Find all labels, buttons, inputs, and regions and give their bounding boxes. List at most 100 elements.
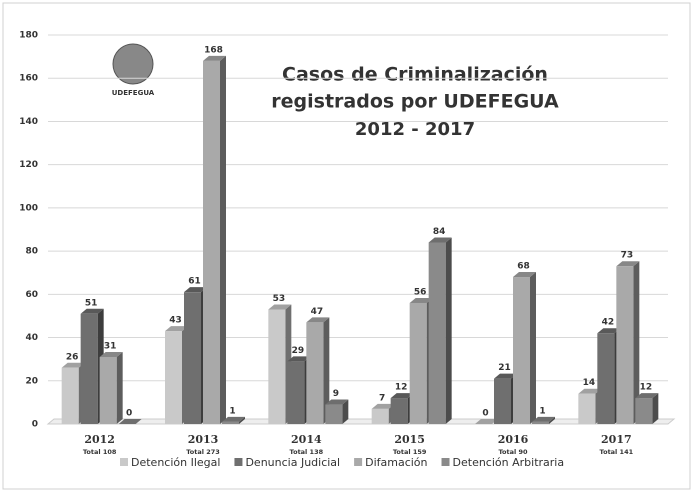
data-label: 68 bbox=[517, 262, 530, 272]
bar bbox=[513, 272, 536, 424]
bar-front bbox=[532, 421, 549, 424]
data-label: 21 bbox=[498, 363, 511, 373]
data-label: 0 bbox=[482, 409, 488, 419]
legend-swatch bbox=[120, 458, 128, 466]
y-tick-label: 60 bbox=[25, 290, 38, 300]
x-tick-sublabel: Total 273 bbox=[186, 448, 220, 456]
bar-top bbox=[287, 356, 311, 362]
x-tick-sublabel: Total 159 bbox=[393, 448, 427, 456]
logo-emblem bbox=[112, 43, 154, 85]
bar-top bbox=[578, 388, 602, 394]
chart-title: registrados por UDEFEGUA bbox=[271, 91, 559, 113]
bar-front bbox=[635, 398, 653, 424]
data-label: 43 bbox=[169, 316, 182, 326]
bar-side bbox=[323, 317, 330, 424]
x-tick-label: 2016 bbox=[498, 433, 529, 446]
bar-side bbox=[342, 399, 349, 424]
bar bbox=[428, 237, 452, 424]
bar-side bbox=[652, 393, 659, 424]
bar-front bbox=[325, 404, 343, 424]
bar bbox=[371, 403, 395, 424]
bar-front bbox=[268, 309, 286, 424]
bar-front bbox=[390, 398, 408, 424]
y-tick-label: 120 bbox=[19, 160, 38, 170]
bar-top bbox=[222, 416, 245, 422]
bar-top bbox=[306, 317, 330, 323]
bar-top bbox=[475, 419, 498, 424]
data-label: 42 bbox=[602, 318, 615, 328]
legend-label: Difamación bbox=[365, 456, 427, 469]
bar bbox=[99, 352, 123, 424]
y-tick-label: 0 bbox=[32, 420, 38, 430]
bar-side bbox=[549, 416, 555, 424]
x-tick-sublabel: Total 141 bbox=[600, 448, 634, 456]
bar-top bbox=[80, 308, 104, 314]
x-tick-sublabel: Total 108 bbox=[83, 448, 117, 456]
bar-top bbox=[513, 272, 536, 278]
bar-side bbox=[116, 352, 123, 424]
y-tick-label: 100 bbox=[19, 203, 38, 213]
x-tick-label: 2012 bbox=[84, 433, 115, 446]
bar-front bbox=[99, 357, 117, 424]
bar bbox=[325, 399, 349, 424]
bar-top bbox=[532, 416, 555, 422]
bar-front bbox=[371, 408, 389, 424]
bar-front bbox=[494, 378, 511, 424]
bar-side bbox=[445, 237, 452, 424]
data-label: 53 bbox=[273, 294, 286, 304]
bar-front bbox=[616, 266, 634, 424]
bar-top bbox=[494, 373, 517, 379]
data-label: 7 bbox=[379, 393, 385, 403]
bar-top bbox=[184, 287, 207, 293]
data-label: 31 bbox=[104, 342, 117, 352]
bar bbox=[118, 419, 142, 424]
data-label: 12 bbox=[640, 383, 653, 393]
x-tick-sublabel: Total 90 bbox=[498, 448, 528, 456]
y-tick-label: 80 bbox=[25, 247, 38, 257]
bar-top bbox=[118, 419, 142, 424]
bar-top bbox=[616, 261, 640, 267]
x-tick-label: 2015 bbox=[394, 433, 425, 446]
bar-side bbox=[220, 55, 226, 424]
legend-label: Detención Arbitraria bbox=[453, 456, 565, 469]
x-tick-sublabel: Total 138 bbox=[290, 448, 324, 456]
legend-swatch bbox=[234, 458, 243, 466]
bar-side bbox=[530, 272, 536, 424]
data-label: 84 bbox=[433, 227, 446, 237]
logo: UDEFEGUA bbox=[112, 43, 155, 97]
x-tick-label: 2013 bbox=[188, 433, 219, 446]
bar bbox=[306, 317, 330, 424]
bar-top bbox=[371, 403, 395, 409]
data-label: 9 bbox=[333, 389, 339, 399]
data-label: 0 bbox=[126, 409, 132, 419]
chart-title: Casos de Criminalización bbox=[282, 64, 548, 86]
bar-side bbox=[633, 261, 640, 424]
x-tick-label: 2017 bbox=[601, 433, 632, 446]
bar-top bbox=[268, 304, 292, 310]
bar-front bbox=[61, 367, 79, 424]
y-tick-label: 140 bbox=[19, 117, 38, 127]
y-tick-label: 40 bbox=[25, 333, 38, 343]
y-tick-label: 160 bbox=[19, 74, 38, 84]
bar-side bbox=[239, 416, 245, 424]
bar-front bbox=[165, 331, 182, 424]
bar-front bbox=[578, 393, 596, 424]
bar-top bbox=[61, 362, 85, 368]
data-label: 14 bbox=[583, 378, 596, 388]
bar-top bbox=[99, 352, 123, 358]
legend-swatch bbox=[354, 458, 363, 466]
legend-swatch bbox=[441, 458, 450, 466]
bar-top bbox=[635, 393, 659, 399]
bar-front bbox=[597, 333, 615, 424]
bar-top bbox=[390, 393, 414, 399]
data-label: 12 bbox=[395, 383, 408, 393]
bar-front bbox=[306, 322, 324, 424]
logo-text: UDEFEGUA bbox=[112, 89, 155, 97]
x-tick-label: 2014 bbox=[291, 433, 322, 446]
bar bbox=[616, 261, 640, 424]
bar bbox=[532, 416, 555, 424]
bar-front bbox=[409, 302, 427, 424]
data-label: 26 bbox=[66, 352, 79, 362]
data-label: 1 bbox=[229, 406, 235, 416]
bar-top bbox=[203, 55, 226, 61]
